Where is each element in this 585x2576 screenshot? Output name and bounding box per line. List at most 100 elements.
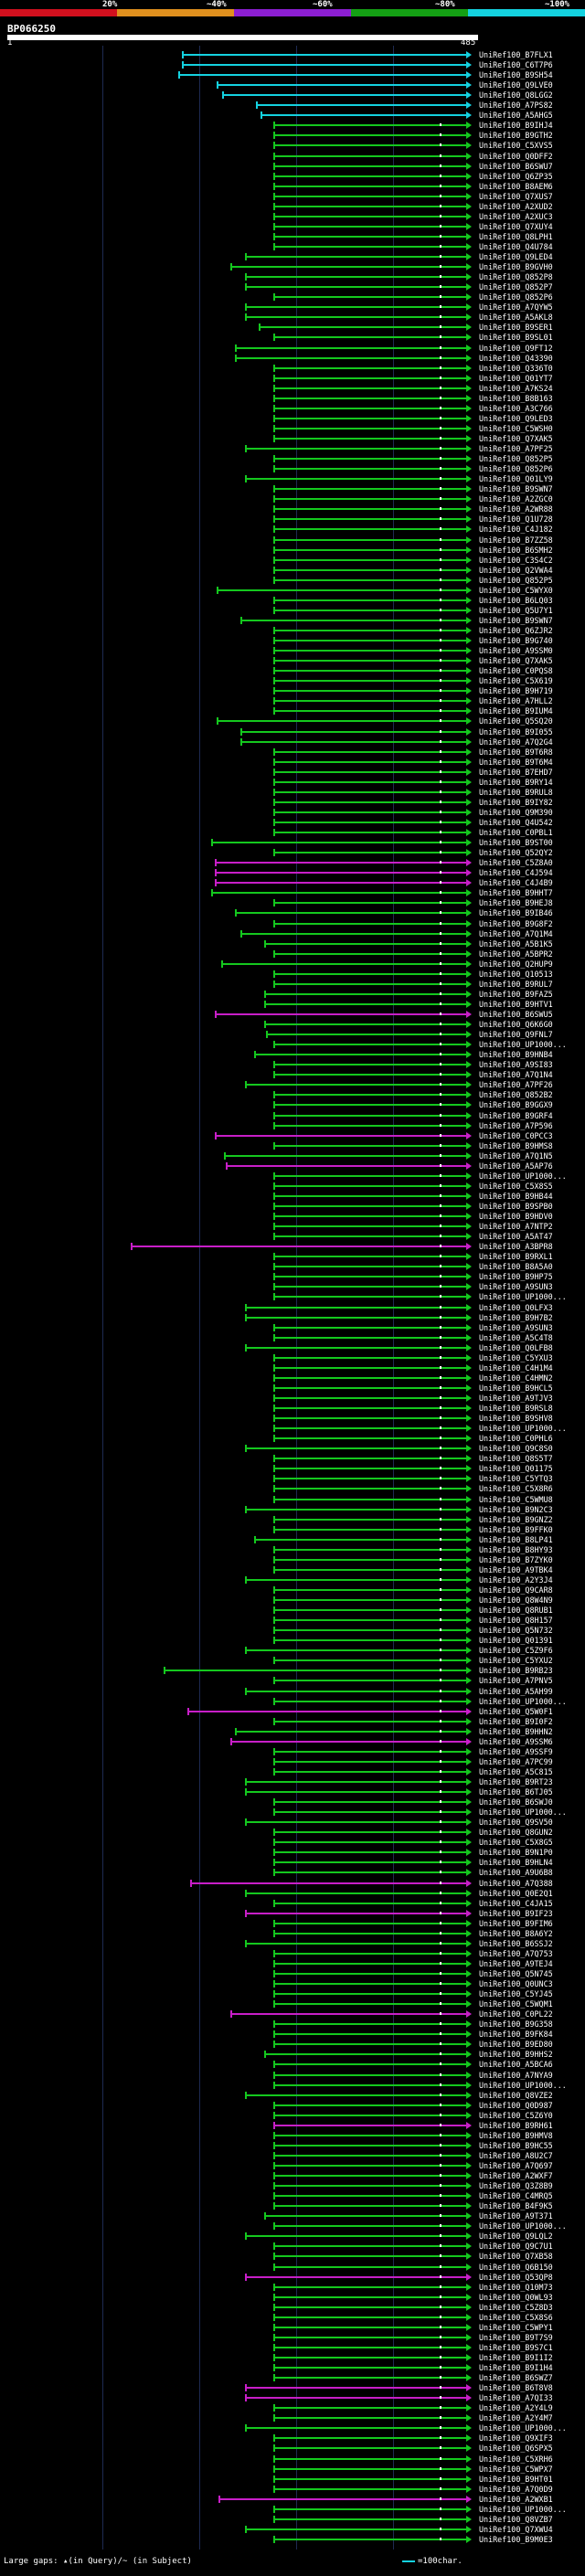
hit-label[interactable]: UniRef100_B9RB23 bbox=[479, 1666, 553, 1676]
hit-row[interactable]: UniRef100_B9ST00 bbox=[0, 838, 585, 847]
hit-row[interactable]: UniRef100_Q8S5T7 bbox=[0, 1454, 585, 1463]
hit-row[interactable]: UniRef100_B9SHV8 bbox=[0, 1414, 585, 1423]
hit-row[interactable]: UniRef100_B9HB44 bbox=[0, 1192, 585, 1201]
hit-row[interactable]: UniRef100_B9I055 bbox=[0, 727, 585, 737]
hit-label[interactable]: UniRef100_B9HC55 bbox=[479, 2140, 553, 2150]
hit-label[interactable]: UniRef100_C5WYX0 bbox=[479, 585, 553, 595]
hit-row[interactable]: UniRef100_Q0WL93 bbox=[0, 2293, 585, 2302]
hit-row[interactable]: UniRef100_C5X8G5 bbox=[0, 1838, 585, 1847]
hit-row[interactable]: UniRef100_B9RXL1 bbox=[0, 1252, 585, 1261]
hit-row[interactable]: UniRef100_B8AEM6 bbox=[0, 182, 585, 191]
hit-label[interactable]: UniRef100_C5XVS5 bbox=[479, 141, 553, 151]
hit-row[interactable]: UniRef100_B9M0E3 bbox=[0, 2535, 585, 2544]
hit-row[interactable]: UniRef100_Q6SPX5 bbox=[0, 2443, 585, 2453]
hit-row[interactable]: UniRef100_Q852P6 bbox=[0, 464, 585, 473]
hit-label[interactable]: UniRef100_B9RXL1 bbox=[479, 1252, 553, 1262]
hit-row[interactable]: UniRef100_B8HY93 bbox=[0, 1545, 585, 1554]
hit-row[interactable]: UniRef100_C5WSH0 bbox=[0, 424, 585, 433]
hit-label[interactable]: UniRef100_Q9SV50 bbox=[479, 1818, 553, 1828]
hit-label[interactable]: UniRef100_B9GNZ2 bbox=[479, 1514, 553, 1524]
hit-row[interactable]: UniRef100_B6LQ03 bbox=[0, 596, 585, 605]
hit-row[interactable]: UniRef100_B8A6Y2 bbox=[0, 1929, 585, 1938]
hit-label[interactable]: UniRef100_Q10513 bbox=[479, 969, 553, 979]
hit-label[interactable]: UniRef100_A5AHG5 bbox=[479, 111, 553, 121]
hit-label[interactable]: UniRef100_B9HCL5 bbox=[479, 1383, 553, 1393]
hit-row[interactable]: UniRef100_A5AKL8 bbox=[0, 313, 585, 322]
hit-row[interactable]: UniRef100_B9S7C1 bbox=[0, 2343, 585, 2352]
hit-label[interactable]: UniRef100_UP1000... bbox=[479, 1424, 567, 1434]
hit-row[interactable]: UniRef100_C4H1M4 bbox=[0, 1363, 585, 1373]
hit-label[interactable]: UniRef100_B9GTH2 bbox=[479, 131, 553, 141]
hit-label[interactable]: UniRef100_A5AP76 bbox=[479, 1161, 553, 1171]
hit-row[interactable]: UniRef100_B9G8F2 bbox=[0, 919, 585, 928]
hit-row[interactable]: UniRef100_C4JA15 bbox=[0, 1899, 585, 1908]
hit-row[interactable]: UniRef100_Q0LFX3 bbox=[0, 1303, 585, 1312]
hit-label[interactable]: UniRef100_Q2HUP9 bbox=[479, 959, 553, 969]
hit-row[interactable]: UniRef100_A7PF25 bbox=[0, 444, 585, 453]
hit-label[interactable]: UniRef100_B6SWZ7 bbox=[479, 2373, 553, 2383]
hit-label[interactable]: UniRef100_B9G740 bbox=[479, 636, 553, 646]
hit-label[interactable]: UniRef100_A2WXB1 bbox=[479, 2494, 553, 2504]
hit-row[interactable]: UniRef100_Q0D987 bbox=[0, 2101, 585, 2110]
hit-label[interactable]: UniRef100_Q336T0 bbox=[479, 363, 553, 373]
hit-row[interactable]: UniRef100_A2XUC3 bbox=[0, 212, 585, 221]
hit-label[interactable]: UniRef100_Q0UNC3 bbox=[479, 1979, 553, 1989]
hit-label[interactable]: UniRef100_Q4U784 bbox=[479, 242, 553, 251]
hit-row[interactable]: UniRef100_Q336T0 bbox=[0, 364, 585, 373]
hit-label[interactable]: UniRef100_B9RH61 bbox=[479, 2120, 553, 2130]
hit-label[interactable]: UniRef100_Q1U728 bbox=[479, 514, 553, 525]
hit-row[interactable]: UniRef100_B9GRF4 bbox=[0, 1111, 585, 1120]
hit-row[interactable]: UniRef100_C0PCC3 bbox=[0, 1131, 585, 1140]
hit-row[interactable]: UniRef100_C5WPY1 bbox=[0, 2323, 585, 2332]
hit-label[interactable]: UniRef100_B9GVH0 bbox=[479, 262, 553, 272]
hit-label[interactable]: UniRef100_Q852P5 bbox=[479, 575, 553, 585]
hit-label[interactable]: UniRef100_C5X8S5 bbox=[479, 1181, 553, 1191]
hit-row[interactable]: UniRef100_C5YXU2 bbox=[0, 1656, 585, 1665]
hit-row[interactable]: UniRef100_Q8H157 bbox=[0, 1616, 585, 1625]
hit-label[interactable]: UniRef100_B9HHT7 bbox=[479, 888, 553, 898]
hit-row[interactable]: UniRef100_B9H719 bbox=[0, 686, 585, 695]
hit-label[interactable]: UniRef100_C5X8S6 bbox=[479, 2312, 553, 2322]
hit-row[interactable]: UniRef100_UP1000... bbox=[0, 2505, 585, 2514]
hit-label[interactable]: UniRef100_Q6SPX5 bbox=[479, 2443, 553, 2454]
hit-label[interactable]: UniRef100_C4MRQ5 bbox=[479, 2191, 553, 2201]
hit-label[interactable]: UniRef100_C0PL22 bbox=[479, 2009, 553, 2019]
hit-row[interactable]: UniRef100_B9SL01 bbox=[0, 333, 585, 342]
hit-label[interactable]: UniRef100_A7HLL2 bbox=[479, 696, 553, 706]
hit-row[interactable]: UniRef100_C5XRH6 bbox=[0, 2454, 585, 2464]
hit-row[interactable]: UniRef100_Q0LFB8 bbox=[0, 1343, 585, 1352]
hit-label[interactable]: UniRef100_B6SWU7 bbox=[479, 161, 553, 171]
hit-label[interactable]: UniRef100_B9HNB4 bbox=[479, 1050, 553, 1060]
hit-label[interactable]: UniRef100_A7PC99 bbox=[479, 1756, 553, 1766]
hit-label[interactable]: UniRef100_B9HHN2 bbox=[479, 1726, 553, 1736]
hit-row[interactable]: UniRef100_B9ED80 bbox=[0, 2040, 585, 2049]
hit-row[interactable]: UniRef100_B8A5A0 bbox=[0, 1262, 585, 1271]
hit-row[interactable]: UniRef100_UP1000... bbox=[0, 2081, 585, 2090]
hit-label[interactable]: UniRef100_C4J182 bbox=[479, 525, 553, 535]
hit-row[interactable]: UniRef100_Q5W0F1 bbox=[0, 1707, 585, 1716]
hit-row[interactable]: UniRef100_Q9LED4 bbox=[0, 252, 585, 261]
hit-label[interactable]: UniRef100_A7Q2G4 bbox=[479, 737, 553, 747]
hit-label[interactable]: UniRef100_A9T371 bbox=[479, 2211, 553, 2221]
hit-row[interactable]: UniRef100_Q7XUY4 bbox=[0, 222, 585, 231]
hit-label[interactable]: UniRef100_A5BPR2 bbox=[479, 949, 553, 959]
hit-label[interactable]: UniRef100_B9IF23 bbox=[479, 1908, 553, 1918]
hit-label[interactable]: UniRef100_B9SHV8 bbox=[479, 1414, 553, 1424]
hit-label[interactable]: UniRef100_A9SSM0 bbox=[479, 646, 553, 656]
hit-label[interactable]: UniRef100_B8AEM6 bbox=[479, 181, 553, 191]
hit-label[interactable]: UniRef100_A7QI33 bbox=[479, 2393, 553, 2403]
hit-label[interactable]: UniRef100_B9HT01 bbox=[479, 2474, 553, 2484]
hit-label[interactable]: UniRef100_C5WPY1 bbox=[479, 2322, 553, 2332]
hit-label[interactable]: UniRef100_Q6ZJR2 bbox=[479, 626, 553, 635]
hit-row[interactable]: UniRef100_UP1000... bbox=[0, 1292, 585, 1301]
hit-label[interactable]: UniRef100_Q53QP8 bbox=[479, 2272, 553, 2282]
hit-label[interactable]: UniRef100_Q6ZP35 bbox=[479, 171, 553, 181]
hit-row[interactable]: UniRef100_C5Z6Y0 bbox=[0, 2111, 585, 2120]
hit-row[interactable]: UniRef100_B9RSL8 bbox=[0, 1404, 585, 1413]
hit-label[interactable]: UniRef100_B4F9K5 bbox=[479, 2201, 553, 2211]
hit-label[interactable]: UniRef100_B9IUM4 bbox=[479, 706, 553, 716]
hit-row[interactable]: UniRef100_C5X8S6 bbox=[0, 2313, 585, 2322]
hit-row[interactable]: UniRef100_A3BPR8 bbox=[0, 1242, 585, 1251]
hit-label[interactable]: UniRef100_Q0D987 bbox=[479, 2100, 553, 2110]
hit-label[interactable]: UniRef100_Q8VZB7 bbox=[479, 2514, 553, 2524]
